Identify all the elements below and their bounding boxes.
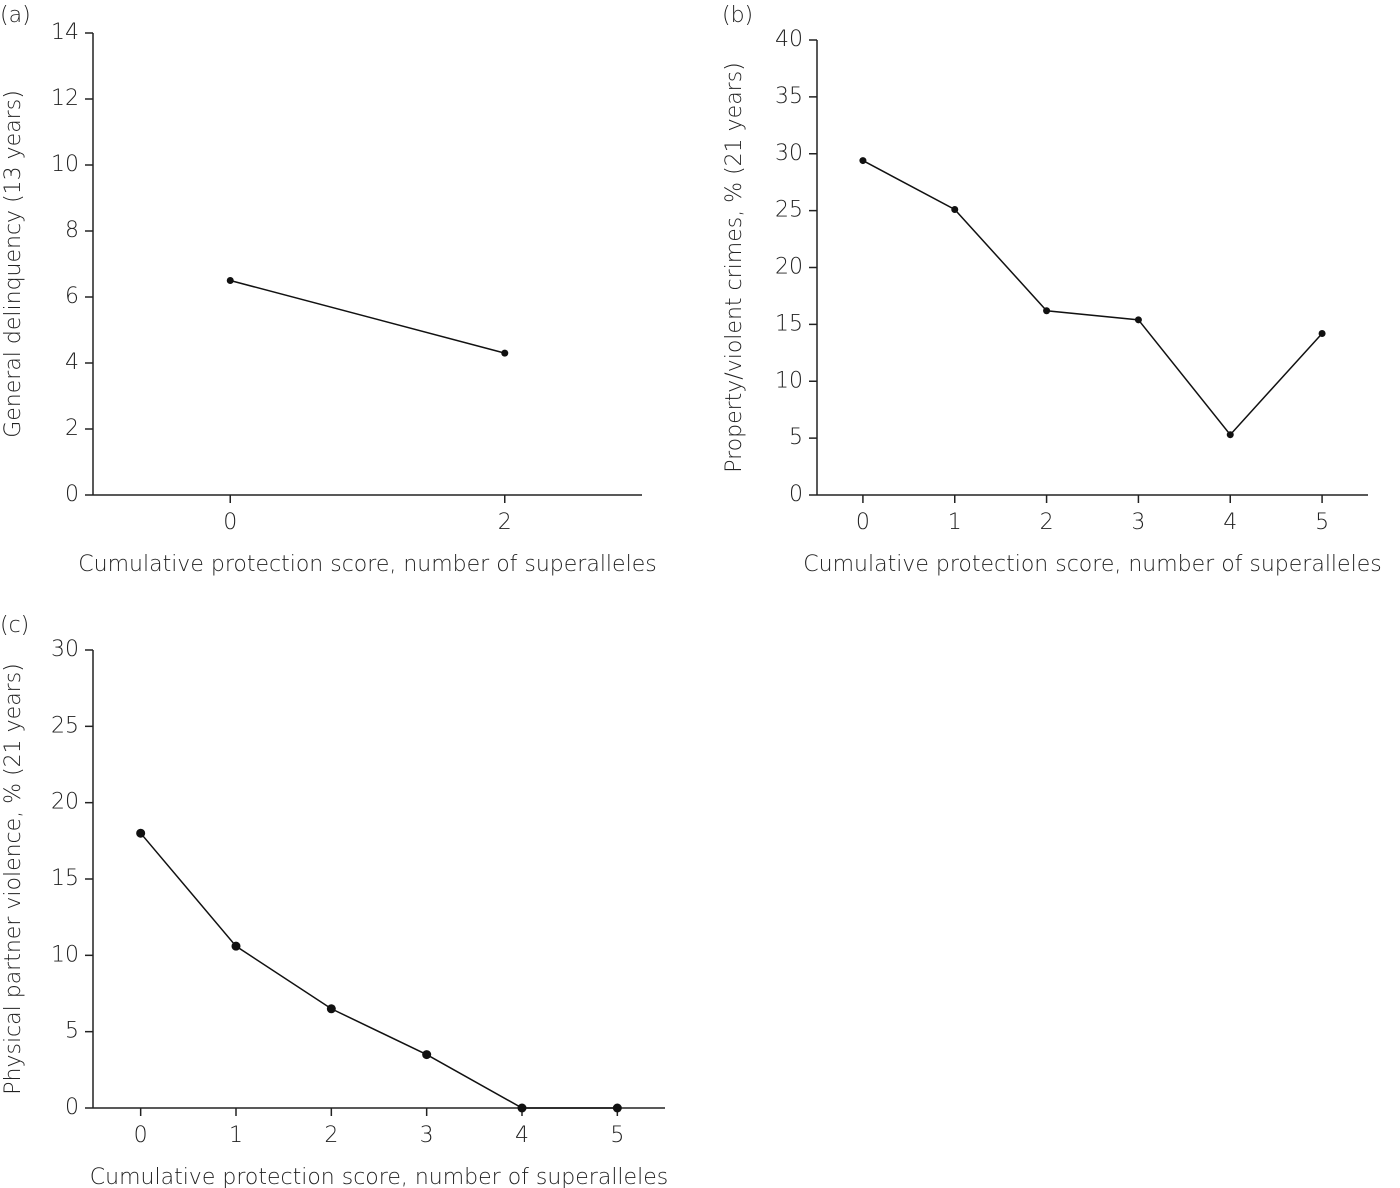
y-tick-label: 25 xyxy=(775,198,803,223)
data-line xyxy=(140,832,618,1109)
data-point xyxy=(859,157,867,165)
y-tick-label: 14 xyxy=(51,20,79,45)
y-tick-label: 2 xyxy=(65,416,79,441)
x-tick-label: 3 xyxy=(420,1123,434,1148)
y-tick-label: 20 xyxy=(51,790,79,815)
data-point xyxy=(1318,329,1326,337)
data-point xyxy=(136,828,146,838)
x-tick-label: 2 xyxy=(498,510,512,535)
y-tick-label: 15 xyxy=(775,311,803,336)
y-tick-label: 10 xyxy=(775,368,803,393)
x-tick-label: 1 xyxy=(229,1123,243,1148)
y-tick-label: 0 xyxy=(65,482,79,507)
data-point xyxy=(501,349,509,357)
data-point xyxy=(226,277,234,284)
x-tick-label: 0 xyxy=(856,510,870,535)
x-tick-label: 1 xyxy=(948,510,962,535)
x-axis-label: Cumulative protection score, number of s… xyxy=(803,552,1381,577)
y-tick-label: 25 xyxy=(51,713,79,738)
y-tick-label: 20 xyxy=(775,255,803,280)
panel-label: (c) xyxy=(0,613,29,638)
data-line xyxy=(230,279,505,354)
data-point xyxy=(1226,431,1234,439)
data-point xyxy=(326,1004,336,1014)
x-tick-label: 4 xyxy=(515,1123,529,1148)
y-tick-label: 8 xyxy=(65,218,79,243)
y-axis-label: General delinquency (13 years) xyxy=(1,90,26,438)
y-tick-label: 30 xyxy=(775,141,803,166)
data-point xyxy=(951,205,959,213)
y-tick-label: 10 xyxy=(51,152,79,177)
panel-label: (a) xyxy=(0,3,31,28)
x-tick-label: 0 xyxy=(223,510,237,535)
y-tick-label: 30 xyxy=(51,637,79,662)
y-tick-label: 5 xyxy=(789,425,803,450)
data-line xyxy=(862,159,1323,436)
x-tick-label: 0 xyxy=(134,1123,148,1148)
x-tick-label: 3 xyxy=(1131,510,1145,535)
y-tick-label: 5 xyxy=(65,1019,79,1044)
x-tick-label: 2 xyxy=(324,1123,338,1148)
y-tick-label: 40 xyxy=(775,27,803,52)
data-point xyxy=(1134,316,1142,324)
x-tick-label: 2 xyxy=(1040,510,1054,535)
data-point xyxy=(231,941,241,951)
y-tick-label: 6 xyxy=(65,284,79,309)
y-axis-label: Physical partner violence, % (21 years) xyxy=(1,663,26,1095)
data-point xyxy=(517,1103,527,1113)
panel-label: (b) xyxy=(722,3,753,28)
x-tick-label: 5 xyxy=(1315,510,1329,535)
y-tick-label: 15 xyxy=(51,866,79,891)
x-axis-label: Cumulative protection score, number of s… xyxy=(90,1165,668,1188)
x-tick-label: 4 xyxy=(1223,510,1237,535)
y-tick-label: 4 xyxy=(65,350,79,375)
x-axis-label: Cumulative protection score, number of s… xyxy=(78,552,656,577)
data-point xyxy=(612,1103,622,1113)
y-tick-label: 35 xyxy=(775,84,803,109)
x-tick-label: 5 xyxy=(610,1123,624,1148)
data-point xyxy=(1043,307,1051,315)
y-tick-label: 0 xyxy=(789,482,803,507)
y-axis-label: Property/violent crimes, % (21 years) xyxy=(722,62,747,473)
data-point xyxy=(422,1050,432,1060)
y-tick-label: 10 xyxy=(51,942,79,967)
y-tick-label: 12 xyxy=(51,86,79,111)
y-tick-label: 0 xyxy=(65,1095,79,1120)
